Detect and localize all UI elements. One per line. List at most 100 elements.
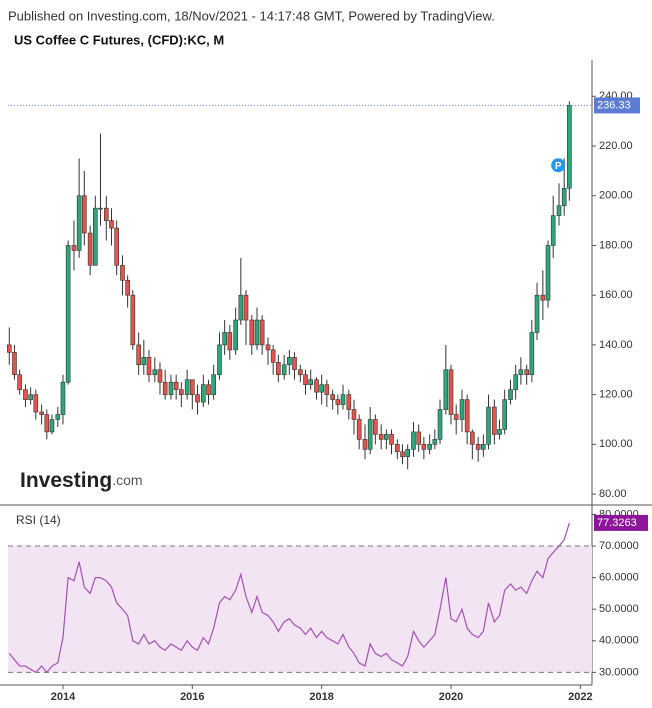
candle-body [367, 419, 373, 450]
candle-body [405, 449, 410, 458]
candle-body [184, 379, 190, 395]
candle-body [125, 279, 130, 296]
candle-body [362, 439, 368, 450]
candle-body [49, 419, 55, 433]
y-tick-label: 100.00 [599, 438, 633, 450]
candle-body [556, 205, 562, 216]
x-tick-label: 2016 [180, 691, 204, 703]
y-tick-label: 160.00 [599, 289, 633, 301]
candle-body [292, 357, 297, 371]
candle-body [443, 369, 449, 410]
candle-body [508, 389, 513, 400]
candle-body [60, 381, 66, 415]
candle-body [71, 245, 77, 251]
marker-label: P [555, 161, 562, 172]
candle-body [319, 384, 324, 393]
y-tick-label: 140.00 [599, 339, 633, 351]
candle-body [87, 232, 93, 266]
candle-body [65, 245, 71, 383]
rsi-title: RSI (14) [16, 513, 61, 527]
logo-suffix: .com [112, 472, 142, 488]
x-tick-label: 2018 [309, 691, 333, 703]
x-tick-label: 2020 [439, 691, 463, 703]
rsi-line [8, 522, 570, 674]
candle-body [432, 439, 438, 445]
y-tick-label: 120.00 [599, 389, 633, 401]
candle-body [346, 394, 352, 410]
candle-body [486, 406, 491, 445]
candle-body [395, 444, 400, 453]
candle-body [206, 384, 211, 395]
candle-body [227, 332, 233, 351]
candle-body [157, 369, 163, 383]
candle-body [249, 319, 255, 346]
candle-body [524, 369, 529, 376]
candle-body [534, 294, 540, 333]
y-tick-label: 220.00 [599, 140, 633, 152]
candle-body [190, 379, 195, 395]
candle-body [195, 394, 200, 403]
candle-body [550, 215, 556, 246]
candle-body [497, 429, 502, 435]
y-tick-label: 40.0000 [599, 635, 639, 647]
candle-body [540, 294, 546, 301]
y-tick-label: 80.00 [599, 488, 627, 500]
candle-body [389, 434, 394, 445]
candle-body [12, 352, 17, 376]
candle-body [314, 379, 319, 393]
last-price-label: 236.33 [597, 99, 631, 111]
candle-body [28, 394, 33, 400]
candle-body [82, 195, 87, 234]
candle-body [104, 207, 109, 221]
last-price-box [594, 97, 640, 114]
candle-body [141, 357, 147, 366]
candle-body [298, 369, 303, 376]
candle-body [265, 344, 271, 351]
plot-layer: 80.00 100.00 120.00 140.00 160.00 180.00 200.0… [0, 60, 652, 703]
candle-body [502, 399, 507, 430]
y-tick-label: 50.0000 [599, 603, 639, 615]
marker [551, 158, 566, 173]
candle-body [76, 195, 82, 251]
candle-body [130, 294, 136, 346]
candle-body [23, 389, 28, 400]
candle-body [201, 384, 206, 403]
candle-body [120, 265, 125, 281]
candle-body [109, 220, 114, 229]
candle-body [254, 319, 260, 346]
candle-body [561, 187, 567, 206]
candle-body [411, 431, 416, 450]
candle-body [39, 411, 44, 415]
candle-body [448, 369, 454, 415]
published-note: Published on Investing.com, 18/Nov/2021 … [8, 8, 495, 23]
candle-body [98, 207, 103, 210]
candle-body [6, 344, 12, 353]
y-tick-label: 70.0000 [599, 540, 639, 552]
candle-body [146, 357, 152, 376]
candle-body [567, 105, 572, 189]
rsi-band [8, 546, 592, 673]
candle-body [356, 419, 362, 440]
candle-body [330, 394, 335, 400]
candle-body [464, 399, 470, 433]
candle-body [276, 362, 281, 376]
candle-body [233, 319, 238, 351]
candle-body [168, 381, 174, 395]
y-tick-label: 30.0000 [599, 666, 639, 678]
candle-body [453, 414, 459, 420]
candle-body [378, 434, 384, 440]
candle-body [303, 374, 308, 385]
candle-body [33, 394, 39, 413]
candle-body [475, 444, 481, 450]
candle-body [93, 207, 98, 266]
logo-main: Investing [20, 469, 112, 492]
candle-body [324, 384, 330, 395]
candle-body [238, 294, 244, 321]
candle-body [308, 379, 313, 385]
candle-body [335, 399, 341, 405]
y-tick-label: 180.00 [599, 239, 633, 251]
candle-body [152, 369, 158, 376]
candle-body [17, 374, 22, 390]
candle-body [470, 431, 475, 445]
